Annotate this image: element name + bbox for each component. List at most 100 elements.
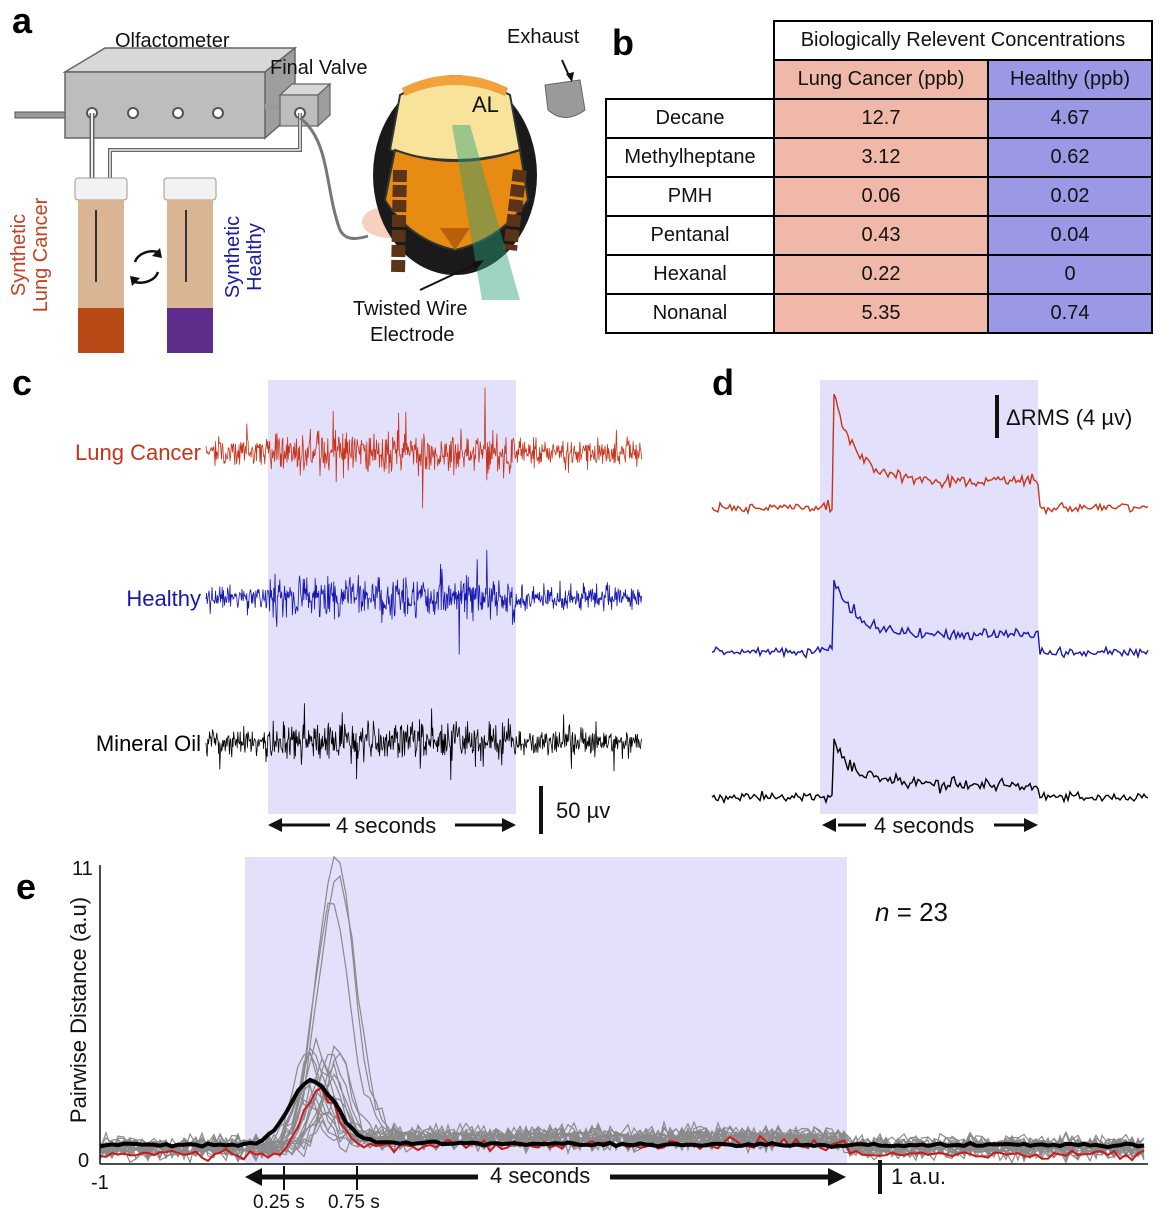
y-tick-top: 11 (72, 858, 93, 880)
y-axis-label-e: Pairwise Distance (a.u) (66, 896, 91, 1124)
olfactometer-label: Olfactometer (115, 30, 230, 52)
panel-letter-b: b (612, 22, 634, 63)
panel-letter-c: c (12, 362, 33, 403)
table-row: Nonanal 5.35 0.74 (605, 293, 1153, 334)
antennal-lobe-label: AL (472, 92, 499, 117)
healthy-value: 4.67 (987, 98, 1153, 139)
scale-label-d: ΔRMS (4 µv) (1006, 405, 1133, 430)
individual-trace (99, 1084, 1145, 1162)
raw-trace-line (205, 549, 642, 655)
vial-healthy-line1: Synthetic (222, 215, 244, 299)
lung-cancer-trace (205, 387, 642, 509)
scale-label-e: 1 a.u. (891, 1164, 947, 1189)
vial-lung-line2: Lung Cancer (30, 197, 52, 313)
col-header-lung: Lung Cancer (ppb) (773, 59, 989, 100)
stimulus-window-e (245, 857, 847, 1164)
healthy-value: 0.74 (987, 293, 1153, 334)
individual-trace (99, 1083, 1145, 1162)
individual-trace (99, 1047, 1145, 1163)
raw-trace-line (205, 387, 642, 509)
healthy-rms-trace (711, 579, 1149, 660)
individual-distance-traces (99, 855, 1145, 1165)
individual-trace (99, 1089, 1145, 1161)
compound-name: Pentanal (605, 215, 775, 256)
healthy-value: 0 (987, 254, 1153, 295)
mineral-oil-trace (205, 703, 642, 781)
concentration-table: Biologically Relevent Concentrations Lun… (605, 20, 1153, 334)
lung-value: 0.22 (773, 254, 989, 295)
example-distance-trace (99, 1086, 1145, 1163)
marker-label-025: 0.25 s (253, 1192, 305, 1213)
healthy-value: 0.62 (987, 137, 1153, 178)
individual-trace (99, 1111, 1145, 1156)
lung-value: 5.35 (773, 293, 989, 334)
individual-trace (99, 1052, 1145, 1161)
compound-name: Decane (605, 98, 775, 139)
trace-label-healthy: Healthy (126, 586, 201, 611)
individual-trace (99, 1045, 1145, 1163)
final-valve-label: Final Valve (270, 57, 368, 79)
mineral-oil-rms-trace (711, 738, 1149, 805)
compound-name: Hexanal (605, 254, 775, 295)
individual-trace (99, 1052, 1145, 1165)
table-row: Pentanal 0.43 0.04 (605, 215, 1153, 256)
panel-letter-e: e (16, 866, 37, 907)
table-title: Biologically Relevent Concentrations (773, 20, 1153, 61)
n-label: n = 23 (875, 897, 948, 928)
vial-lung-cancer-label: Synthetic Lung Cancer (8, 190, 52, 320)
individual-trace (99, 1078, 1145, 1163)
table-row: Methylheptane 3.12 0.62 (605, 137, 1153, 178)
individual-trace (99, 1116, 1145, 1161)
compound-name: Methylheptane (605, 137, 775, 178)
panel-letter-d: d (712, 362, 734, 403)
x-tick-left: -1 (91, 1172, 109, 1194)
healthy-value: 0.02 (987, 176, 1153, 217)
lung-value: 0.06 (773, 176, 989, 217)
individual-trace (99, 874, 1145, 1164)
table-row: Decane 12.7 4.67 (605, 98, 1153, 139)
stimulus-window-c (268, 380, 516, 814)
time-label-c: 4 seconds (336, 813, 437, 838)
time-label-e: 4 seconds (490, 1163, 591, 1188)
panel-letter-a: a (12, 0, 33, 41)
rms-trace-line (711, 579, 1149, 660)
vial-healthy-label: Synthetic Healthy (222, 202, 266, 312)
lung-value: 0.43 (773, 215, 989, 256)
table-row: PMH 0.06 0.02 (605, 176, 1153, 217)
individual-trace (99, 855, 1145, 1161)
lung-value: 12.7 (773, 98, 989, 139)
trace-label-mineral-oil: Mineral Oil (95, 731, 201, 756)
lung-value: 3.12 (773, 137, 989, 178)
healthy-value: 0.04 (987, 215, 1153, 256)
individual-trace (99, 1097, 1145, 1161)
y-tick-bottom: 0 (78, 1150, 90, 1172)
marker-label-075: 0.75 s (328, 1192, 380, 1213)
raw-trace-line (205, 703, 642, 781)
mean-distance-trace (99, 1077, 1145, 1150)
individual-trace (99, 1073, 1145, 1158)
n-label-italic: n (875, 897, 890, 927)
compound-name: Nonanal (605, 293, 775, 334)
individual-trace (99, 1090, 1145, 1161)
col-header-healthy: Healthy (ppb) (987, 59, 1153, 100)
exhaust-label: Exhaust (507, 26, 580, 48)
rms-trace-line (711, 738, 1149, 805)
healthy-trace (205, 549, 642, 655)
olfactometer-diagram (14, 46, 586, 353)
compound-name: PMH (605, 176, 775, 217)
individual-trace (99, 1097, 1145, 1165)
individual-trace (99, 1036, 1145, 1160)
individual-trace (99, 1051, 1145, 1163)
trace-label-lung-cancer: Lung Cancer (75, 440, 201, 465)
stimulus-window-d (820, 380, 1038, 814)
time-label-d: 4 seconds (874, 813, 975, 838)
individual-trace (99, 1053, 1145, 1160)
table-row: Hexanal 0.22 0 (605, 254, 1153, 295)
vial-lung-line1: Synthetic (8, 213, 30, 297)
electrode-label-line1: Twisted Wire (353, 298, 468, 320)
vial-healthy-line2: Healthy (244, 223, 266, 291)
scale-label-c: 50 µv (556, 798, 611, 823)
individual-trace (99, 1057, 1145, 1160)
n-label-rest: = 23 (889, 897, 949, 927)
individual-trace (99, 902, 1145, 1163)
